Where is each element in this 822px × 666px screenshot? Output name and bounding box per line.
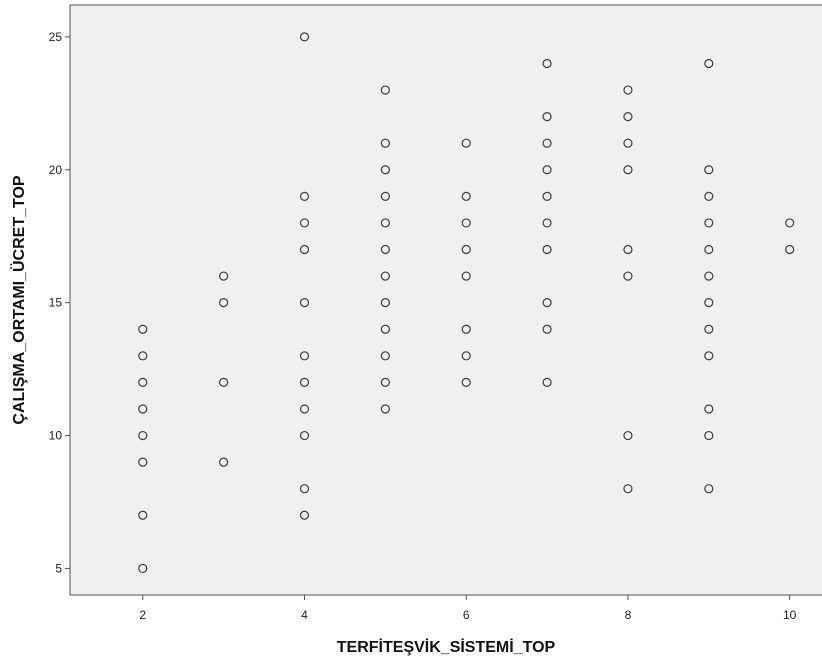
y-tick-label: 25 — [49, 30, 63, 44]
scatter-point — [380, 191, 390, 201]
scatter-point — [704, 351, 714, 361]
scatter-point — [623, 430, 633, 441]
x-tick-label: 8 — [625, 608, 632, 622]
scatter-point — [380, 218, 390, 228]
scatter-point — [704, 430, 714, 441]
scatter-point — [704, 404, 714, 414]
scatter-point — [704, 244, 714, 255]
scatter-point — [623, 112, 633, 122]
scatter-point — [299, 191, 310, 201]
scatter-point — [138, 510, 148, 520]
scatter-point — [704, 191, 714, 201]
scatter-point — [542, 165, 552, 175]
scatter-point — [380, 404, 390, 414]
x-axis-ticks: 2 4 6 8 10 — [139, 595, 797, 622]
scatter-point — [380, 85, 390, 95]
x-axis-title: TERFİTEŞVİK_SİSTEMİ_TOP — [337, 638, 556, 656]
scatter-point — [138, 457, 148, 467]
scatter-point — [542, 244, 552, 255]
scatter-point — [704, 298, 714, 308]
y-axis-title: ÇALIŞMA_ORTAMI_ÜCRET_TOP — [9, 175, 28, 425]
scatter-point — [704, 324, 714, 334]
scatter-point — [542, 58, 552, 69]
x-tick-label: 10 — [783, 608, 797, 622]
scatter-point — [299, 298, 310, 308]
y-axis-ticks: 5 10 15 20 25 — [49, 30, 70, 575]
scatter-point — [542, 191, 552, 201]
scatter-point — [461, 351, 471, 361]
scatter-point — [138, 563, 148, 574]
scatter-point — [299, 377, 310, 387]
scatter-point — [380, 165, 390, 175]
scatter-point — [461, 271, 471, 281]
scatter-point — [461, 244, 471, 255]
scatter-point — [380, 271, 390, 281]
scatter-point — [623, 271, 633, 281]
scatter-point — [380, 351, 390, 361]
scatter-point — [542, 218, 552, 228]
scatter-point — [299, 404, 310, 414]
x-tick-label: 2 — [139, 608, 146, 622]
y-tick-label: 20 — [49, 163, 63, 177]
scatter-point — [299, 244, 310, 255]
scatter-point — [380, 324, 390, 334]
scatter-point — [461, 218, 471, 228]
scatter-point — [704, 218, 714, 228]
scatter-point — [219, 457, 229, 467]
scatter-point — [380, 138, 390, 148]
scatter-point — [623, 138, 633, 148]
scatter-point — [704, 271, 714, 281]
scatter-point — [542, 298, 552, 308]
scatter-point — [623, 244, 633, 255]
scatter-point — [138, 377, 148, 387]
scatter-point — [138, 404, 148, 414]
scatter-point — [138, 430, 148, 441]
scatter-point — [219, 298, 229, 308]
scatter-point — [704, 484, 714, 494]
scatter-point — [623, 165, 633, 175]
plot-area — [70, 5, 822, 595]
scatter-point — [138, 351, 148, 361]
scatter-point — [380, 244, 390, 255]
scatter-point — [542, 138, 552, 148]
scatter-point — [542, 112, 552, 122]
scatter-point — [461, 138, 471, 148]
scatter-point — [704, 165, 714, 175]
scatter-point — [299, 430, 310, 441]
scatter-point — [704, 58, 714, 69]
scatter-point — [461, 324, 471, 334]
scatter-point — [461, 191, 471, 201]
y-tick-label: 5 — [55, 561, 62, 575]
scatter-point — [461, 377, 471, 387]
scatter-point — [299, 510, 310, 520]
scatter-point — [219, 377, 229, 387]
scatter-point — [542, 324, 552, 334]
scatter-point — [623, 85, 633, 95]
scatter-point — [299, 484, 310, 494]
scatter-point — [299, 32, 310, 42]
scatter-point — [299, 351, 310, 361]
scatter-point — [542, 377, 552, 387]
scatter-point — [138, 324, 148, 334]
y-tick-label: 10 — [49, 429, 63, 443]
y-tick-label: 15 — [49, 296, 63, 310]
x-tick-label: 6 — [463, 608, 470, 622]
scatter-point — [380, 298, 390, 308]
scatter-point — [380, 377, 390, 387]
x-tick-label: 4 — [301, 608, 308, 622]
scatter-point — [219, 271, 229, 281]
scatter-point — [785, 218, 795, 228]
scatter-point — [785, 244, 795, 255]
scatter-point — [623, 484, 633, 494]
scatter-point — [299, 218, 310, 228]
data-points — [138, 32, 795, 574]
